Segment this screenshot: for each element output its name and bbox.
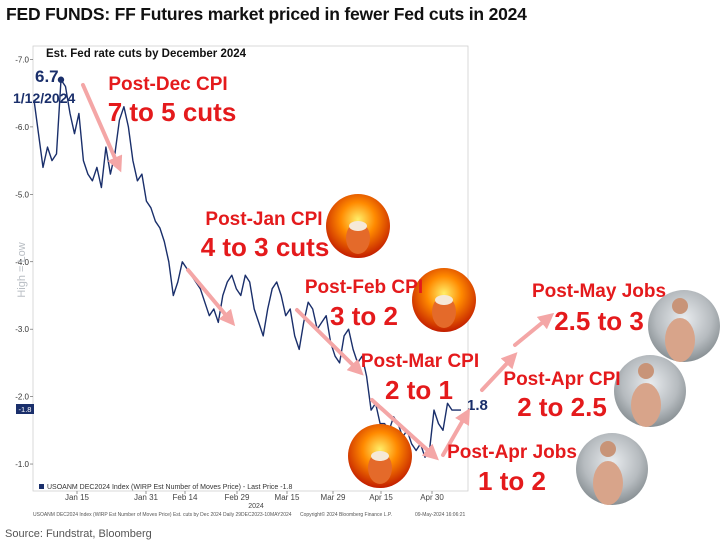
annotation-apr-cpi-line2: 2 to 2.5 <box>517 392 607 422</box>
annotation-dec-cpi-line1: Post-Dec CPI <box>108 74 227 95</box>
photo-fire-3 <box>348 424 412 488</box>
y-tick-label: -2.0 <box>15 393 29 402</box>
last-value-tag-box <box>16 404 34 414</box>
annotation-jan-cpi-line2: 4 to 3 cuts <box>201 232 330 262</box>
y-tick-label: -6.0 <box>15 123 29 132</box>
x-tick-label: Apr 30 <box>420 493 444 502</box>
source-note: Source: Fundstrat, Bloomberg <box>5 528 152 540</box>
annotation-may-jobs: Post-May Jobs 2.5 to 3 <box>532 281 666 336</box>
end-value-label: 1.8 <box>467 397 488 414</box>
plot-frame <box>32 45 469 492</box>
annotation-may-jobs-line1: Post-May Jobs <box>532 281 666 302</box>
x-tick-label: Mar 29 <box>321 493 346 502</box>
annotation-dec-cpi: Post-Dec CPI 7 to 5 cuts <box>108 74 237 127</box>
annotation-apr-cpi-line1: Post-Apr CPI <box>503 369 620 390</box>
annotation-jan-cpi-line1: Post-Jan CPI <box>205 209 322 230</box>
footer-mid: Copyright© 2024 Bloomberg Finance L.P. <box>300 511 392 518</box>
annotation-jan-cpi: Post-Jan CPI 4 to 3 cuts <box>201 209 330 262</box>
y-axis: -7.0 -6.0 -5.0 -4.0 -3.0 -2.0 -1.0 <box>15 55 33 469</box>
arrow-apr-jobs <box>441 408 470 457</box>
annotation-feb-cpi-line1: Post-Feb CPI <box>305 277 423 298</box>
legend-swatch <box>39 484 44 489</box>
x-axis-year: 2024 <box>248 503 264 510</box>
chart-subtitle: Est. Fed rate cuts by December 2024 <box>46 48 247 60</box>
x-tick-label: Feb 29 <box>225 493 250 502</box>
photo-fire-1 <box>326 194 390 258</box>
photo-man-3 <box>576 433 648 505</box>
annotation-apr-jobs-line2: 1 to 2 <box>478 466 546 496</box>
x-tick-label: Jan 15 <box>65 493 90 502</box>
footer-right: 09-May-2024 16:06:21 <box>415 512 466 518</box>
y-axis-label: High = Low <box>16 242 28 297</box>
annotation-may-jobs-line2: 2.5 to 3 <box>554 306 644 336</box>
y-tick-label: -3.0 <box>15 325 29 334</box>
photo-man-2 <box>614 355 686 427</box>
annotation-mar-cpi-line2: 2 to 1 <box>385 375 453 405</box>
arrow-feb-cpi <box>295 308 364 376</box>
y-tick-label: -5.0 <box>15 190 29 199</box>
x-tick-label: Apr 15 <box>369 493 393 502</box>
annotation-apr-jobs-line1: Post-Apr Jobs <box>447 442 577 463</box>
start-value-label: 6.7 <box>35 67 59 86</box>
y-tick-label: -7.0 <box>15 55 29 64</box>
arrow-apr-cpi <box>480 352 518 392</box>
annotation-mar-cpi: Post-Mar CPI 2 to 1 <box>361 351 479 405</box>
last-value-tag: -1.8 <box>19 405 32 414</box>
photo-fire-2 <box>412 268 476 332</box>
arrow-may-jobs <box>513 312 555 347</box>
footer-left: USOANM DEC2024 Index (WIRP Est Number of… <box>33 512 292 518</box>
annotation-feb-cpi: Post-Feb CPI 3 to 2 <box>305 277 423 331</box>
arrows <box>81 83 555 461</box>
arrow-jan-cpi <box>186 268 236 327</box>
arrow-mar-cpi <box>370 398 439 461</box>
x-tick-label: Feb 14 <box>173 493 198 502</box>
x-tick-label: Jan 31 <box>134 493 159 502</box>
photo-man-1 <box>648 290 720 362</box>
x-tick-label: Mar 15 <box>275 493 300 502</box>
annotation-feb-cpi-line2: 3 to 2 <box>330 301 398 331</box>
annotation-mar-cpi-line1: Post-Mar CPI <box>361 351 479 372</box>
annotation-apr-cpi: Post-Apr CPI 2 to 2.5 <box>503 369 620 422</box>
annotation-dec-cpi-line2: 7 to 5 cuts <box>108 97 237 127</box>
y-tick-label: -1.0 <box>15 460 29 469</box>
legend-label: USOANM DEC2024 Index (WIRP Est Number of… <box>47 484 292 491</box>
arrow-dec-cpi <box>81 83 123 173</box>
annotation-apr-jobs: Post-Apr Jobs 1 to 2 <box>447 442 577 496</box>
x-axis: Jan 15 Jan 31 Feb 14 Feb 29 Mar 15 Mar 29 Apr … <box>65 491 444 502</box>
start-date-label: 1/12/2024 <box>13 90 75 106</box>
y-tick-label: -4.0 <box>15 258 29 267</box>
start-point <box>57 76 65 83</box>
page-title: FED FUNDS: FF Futures market priced in f… <box>6 4 527 24</box>
